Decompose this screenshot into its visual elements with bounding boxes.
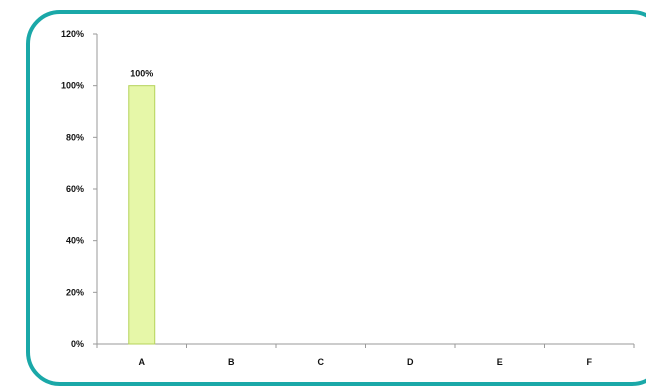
x-tick-label: C bbox=[318, 357, 325, 367]
y-tick-label: 80% bbox=[66, 132, 84, 142]
y-tick-label: 100% bbox=[61, 81, 84, 91]
y-tick-label: 40% bbox=[66, 236, 84, 246]
bar-data-label: 100% bbox=[130, 69, 153, 79]
y-tick-label: 60% bbox=[66, 184, 84, 194]
y-tick-label: 0% bbox=[71, 339, 84, 349]
bar bbox=[128, 85, 156, 345]
x-tick-label: E bbox=[497, 357, 503, 367]
chart-bars bbox=[128, 85, 156, 345]
x-tick-label: A bbox=[139, 357, 146, 367]
chart-labels: A B C D E F 100% bbox=[130, 69, 592, 367]
y-tick-label: 120% bbox=[61, 29, 84, 39]
x-tick-label: B bbox=[228, 357, 235, 367]
chart-axes: 0% 20% 40% 60% 80% 100% 120% bbox=[61, 29, 635, 349]
x-tick-label: D bbox=[407, 357, 414, 367]
x-tick-label: F bbox=[587, 357, 593, 367]
y-tick-label: 20% bbox=[66, 287, 84, 297]
